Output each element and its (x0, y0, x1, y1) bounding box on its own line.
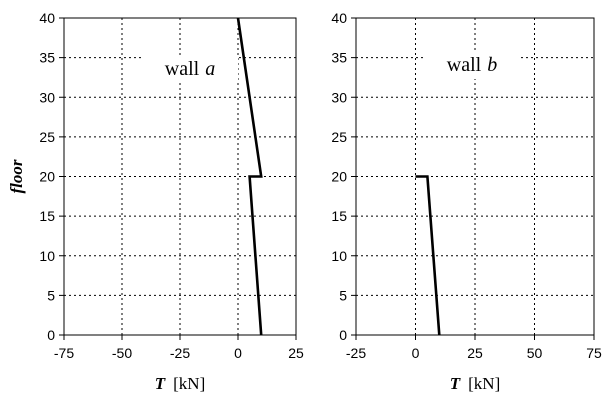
y-tick-label: 10 (39, 248, 55, 264)
y-tick-label: 10 (331, 248, 347, 264)
y-tick-label: 0 (339, 327, 347, 343)
series-line (236, 17, 263, 336)
y-tick-label: 20 (331, 169, 347, 185)
y-axis-label: floor (7, 159, 26, 193)
annotation-background (142, 55, 238, 83)
x-tick-label: -25 (346, 345, 366, 361)
y-tick-label: 35 (39, 50, 55, 66)
x-tick-label: -75 (54, 345, 74, 361)
annotation-letter: b (487, 54, 497, 76)
panel-annotation: wall b (447, 54, 497, 76)
x-axis-label: T [kN] (450, 374, 501, 393)
x-axis-unit: [kN] (468, 374, 500, 393)
x-axis-symbol: T (450, 374, 461, 393)
x-axis-label: T [kN] (155, 374, 206, 393)
x-tick-label: 0 (234, 345, 242, 361)
y-tick-label: 5 (47, 287, 55, 303)
y-tick-label: 30 (331, 89, 347, 105)
series-line (415, 175, 441, 336)
y-tick-label: 25 (331, 129, 347, 145)
y-tick-label: 5 (339, 287, 347, 303)
annotation-word: wall (447, 54, 482, 76)
x-tick-label: 0 (412, 345, 420, 361)
y-tick-label: 0 (47, 327, 55, 343)
annotation-background (424, 51, 520, 79)
y-tick-label: 20 (39, 169, 55, 185)
x-tick-label: 50 (527, 345, 543, 361)
y-tick-label: 40 (39, 10, 55, 26)
x-tick-label: 75 (586, 345, 602, 361)
y-tick-label: 25 (39, 129, 55, 145)
annotation-word: wall (165, 58, 200, 80)
y-tick-label: 35 (331, 50, 347, 66)
y-tick-label: 15 (39, 208, 55, 224)
x-axis-symbol: T (155, 374, 166, 393)
y-tick-label: 30 (39, 89, 55, 105)
chart-wall-a: 0 5 10 15 20 25 30 35 40 -75 -50 -25 0 25 T [kN] floor wa… (7, 10, 304, 393)
y-tick-label: 40 (331, 10, 347, 26)
x-tick-label: 25 (467, 345, 483, 361)
annotation-letter: a (205, 58, 215, 80)
panel-annotation: wall a (165, 58, 215, 80)
x-tick-label: -25 (170, 345, 190, 361)
y-tick-label: 15 (331, 208, 347, 224)
chart-wall-b: 0 5 10 15 20 25 30 35 40 -25 0 25 50 75 T [kN] wall b (331, 10, 602, 393)
x-tick-label: -50 (112, 345, 132, 361)
x-tick-label: 25 (288, 345, 304, 361)
x-axis-unit: [kN] (173, 374, 205, 393)
